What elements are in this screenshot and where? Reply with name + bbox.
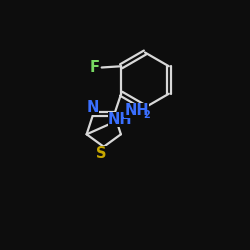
Text: NH: NH: [108, 112, 133, 127]
Text: F: F: [89, 60, 99, 75]
Text: NH: NH: [124, 103, 149, 118]
Text: N: N: [87, 100, 99, 115]
Text: 2: 2: [143, 110, 150, 120]
Text: S: S: [96, 146, 106, 161]
